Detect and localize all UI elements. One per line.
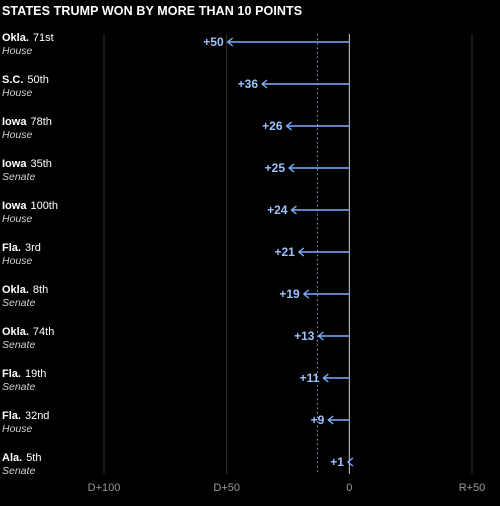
race-chamber: House xyxy=(2,87,33,99)
x-axis: D+100 D+50 0 R+50 xyxy=(88,482,486,494)
arrow-head xyxy=(290,205,297,215)
race-chamber: Senate xyxy=(2,171,35,183)
race-name: Ala. 5th xyxy=(2,452,41,464)
race-district: 32nd xyxy=(25,410,49,422)
race-name: Okla. 8th xyxy=(2,284,48,296)
value-label: +19 xyxy=(279,287,300,301)
race-district: 71st xyxy=(33,32,54,44)
race-name: Fla. 3rd xyxy=(2,242,41,254)
race-chamber: House xyxy=(2,255,33,267)
race-state: Okla. xyxy=(2,284,29,296)
race-district: 3rd xyxy=(25,242,41,254)
race-chamber: Senate xyxy=(2,381,35,393)
race-state: Okla. xyxy=(2,32,29,44)
arrow-head xyxy=(226,37,234,47)
value-label: +26 xyxy=(262,119,283,133)
value-label: +50 xyxy=(203,35,224,49)
race-state: Fla. xyxy=(2,242,21,254)
race-name: Fla. 32nd xyxy=(2,410,49,422)
race-chamber: Senate xyxy=(2,339,35,351)
race-chamber: House xyxy=(2,129,33,141)
race-name: Okla. 71st xyxy=(2,32,54,44)
race-district: 35th xyxy=(30,158,51,170)
race-name: Iowa 35th xyxy=(2,158,52,170)
race-name: Okla. 74th xyxy=(2,326,54,338)
value-label: +36 xyxy=(238,77,259,91)
x-tick-label: D+100 xyxy=(88,482,121,494)
value-label: +9 xyxy=(311,413,325,427)
race-district: 78th xyxy=(30,116,51,128)
race-chamber: Senate xyxy=(2,297,35,309)
race-chamber: House xyxy=(2,213,33,225)
arrow-head xyxy=(347,457,354,467)
race-state: Iowa xyxy=(2,200,27,212)
x-tick-label: D+50 xyxy=(213,482,240,494)
arrow-head xyxy=(322,373,329,383)
value-label: +1 xyxy=(330,455,344,469)
race-name: Fla. 19th xyxy=(2,368,46,380)
race-district: 5th xyxy=(26,452,41,464)
arrow-head xyxy=(261,79,268,89)
value-label: +21 xyxy=(274,245,295,259)
arrow-head xyxy=(303,289,310,299)
race-chamber: House xyxy=(2,45,33,57)
race-name: Iowa 78th xyxy=(2,116,52,128)
arrow-head xyxy=(285,121,292,131)
race-state: S.C. xyxy=(2,74,23,86)
value-label: +13 xyxy=(294,329,315,343)
arrow-head xyxy=(327,415,334,425)
arrow-head xyxy=(298,247,305,257)
race-state: Fla. xyxy=(2,410,21,422)
arrow-head xyxy=(317,331,324,341)
race-state: Okla. xyxy=(2,326,29,338)
race-district: 19th xyxy=(25,368,46,380)
race-state: Iowa xyxy=(2,116,27,128)
x-tick-label: R+50 xyxy=(459,482,486,494)
race-chamber: House xyxy=(2,423,33,435)
value-label: +25 xyxy=(265,161,286,175)
value-label: +11 xyxy=(300,371,320,385)
grid-layer xyxy=(103,34,473,474)
x-tick-label: 0 xyxy=(346,482,352,494)
race-district: 8th xyxy=(33,284,48,296)
chart-title: STATES TRUMP WON BY MORE THAN 10 POINTS xyxy=(2,4,303,18)
race-name: S.C. 50th xyxy=(2,74,49,86)
race-name: Iowa 100th xyxy=(2,200,58,212)
race-state: Iowa xyxy=(2,158,27,170)
arrow-head xyxy=(288,163,295,173)
race-chamber: Senate xyxy=(2,465,35,477)
race-district: 74th xyxy=(33,326,54,338)
race-district: 100th xyxy=(30,200,58,212)
race-state: Fla. xyxy=(2,368,21,380)
race-district: 50th xyxy=(27,74,48,86)
value-label: +24 xyxy=(267,203,288,217)
race-state: Ala. xyxy=(2,452,22,464)
